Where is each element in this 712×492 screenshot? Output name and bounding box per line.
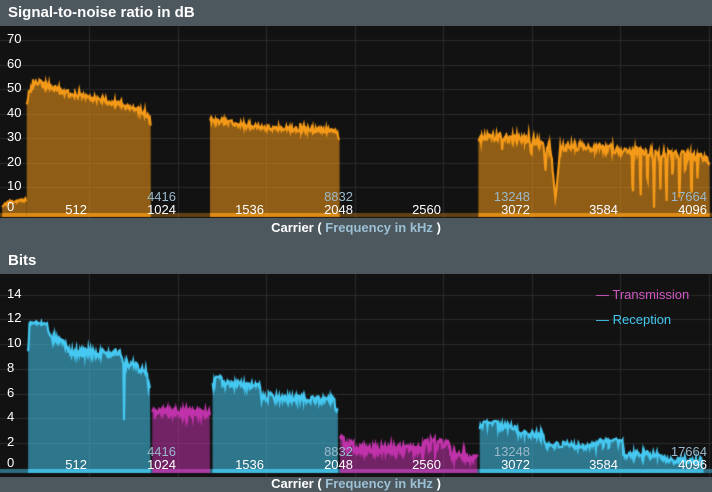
legend-item-transmission: — Transmission [596,288,689,302]
bits-chart-canvas [0,274,712,477]
snr-chart-title: Signal-to-noise ratio in dB [0,0,712,26]
snr-chart-plot: 0 10 20 30 40 50 60 70 512 1024 4416 1536 2048 8832 25… [0,26,712,218]
legend-swatch-line: — [596,287,613,302]
bits-x-axis-title: Carrier ( Frequency in kHz ) [0,477,712,492]
carrier-label-frequency: Frequency in kHz [325,220,433,235]
legend-label: Transmission [612,287,690,302]
legend-label: Reception [612,312,672,327]
carrier-label-frequency: Frequency in kHz [325,476,433,491]
legend-swatch-line: — [596,312,613,327]
snr-chart-canvas [0,26,712,218]
bits-chart-plot: 0 2 4 6 8 10 12 14 512 1024 4416 1536 2048 8832 2560 30… [0,274,712,477]
legend-item-reception: — Reception [596,313,671,327]
carrier-label-prefix: Carrier ( [271,220,322,235]
carrier-label-suffix: ) [436,220,441,235]
carrier-label-suffix: ) [436,476,441,491]
snr-x-axis-title: Carrier ( Frequency in kHz ) [0,218,712,248]
carrier-label-prefix: Carrier ( [271,476,322,491]
bits-chart-title: Bits [0,248,712,274]
